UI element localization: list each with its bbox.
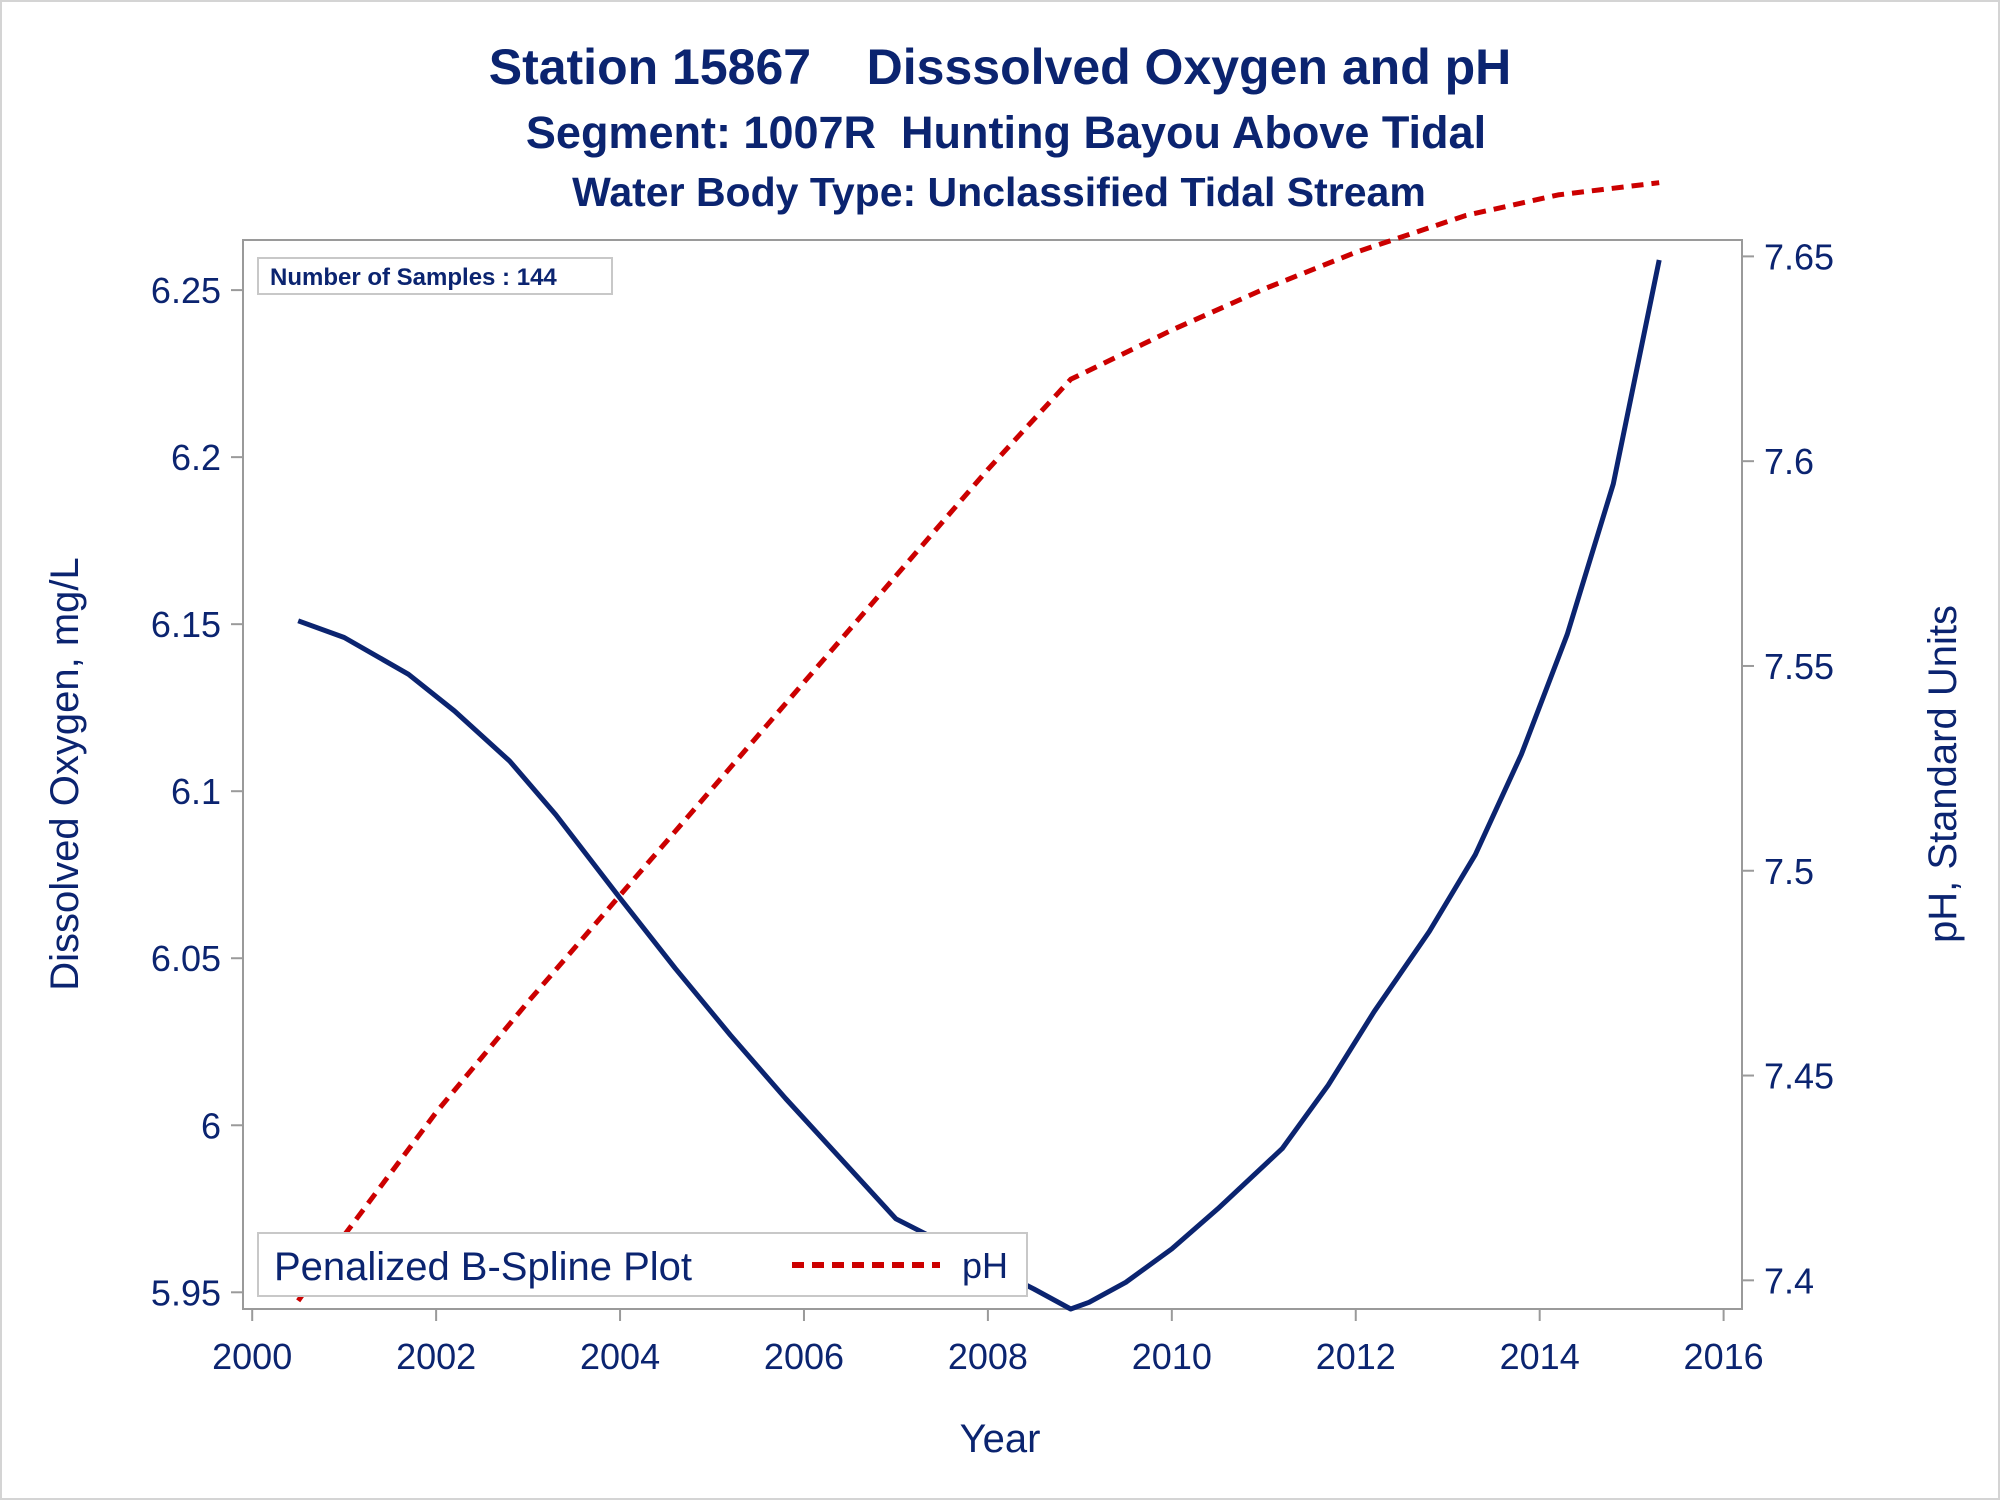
legend-title: Penalized B-Spline Plot (274, 1245, 692, 1289)
x-tick-label: 2012 (1316, 1336, 1396, 1377)
y-tick-label: 6.05 (151, 938, 221, 979)
x-tick-label: 2010 (1132, 1336, 1212, 1377)
dissolved-oxygen-series-line (297, 259, 1662, 1312)
ph-series-line (296, 180, 1660, 1303)
plot-area (242, 239, 1743, 1310)
legend-ph-label: pH (962, 1245, 1008, 1286)
y-axis-right: 7.4 7.45 7.5 7.55 7.6 7.65 (1742, 236, 1834, 1301)
x-tick-label: 2006 (764, 1336, 844, 1377)
sample-count-box (257, 257, 613, 295)
y2-tick-label: 7.55 (1764, 646, 1834, 687)
y-tick-label: 6.1 (171, 771, 221, 812)
y2-tick-label: 7.65 (1764, 236, 1834, 277)
y2-tick-label: 7.5 (1764, 851, 1814, 892)
x-tick-label: 2008 (948, 1336, 1028, 1377)
sample-count-text: Number of Samples : 144 (270, 264, 557, 291)
y-tick-label: 6 (201, 1105, 221, 1146)
y-tick-label: 6.15 (151, 604, 221, 645)
x-tick-label: 2014 (1500, 1336, 1580, 1377)
x-tick-label: 2004 (580, 1336, 660, 1377)
y-tick-label: 5.95 (151, 1272, 221, 1313)
y2-tick-label: 7.4 (1764, 1260, 1814, 1301)
y-axis-left: 5.95 6 6.05 6.1 6.15 6.2 6.25 (151, 270, 243, 1313)
x-tick-label: 2016 (1684, 1336, 1764, 1377)
x-tick-label: 2002 (396, 1336, 476, 1377)
x-axis: 2000 2002 2004 2006 2008 2010 2012 2014 2016 (212, 1309, 1764, 1377)
y2-tick-label: 7.6 (1764, 441, 1814, 482)
chart-title: Station 15867 Disssolved Oxygen and pH (489, 39, 1512, 95)
y-tick-label: 6.25 (151, 270, 221, 311)
chart-subtitle-2: Water Body Type: Unclassified Tidal Stre… (572, 169, 1426, 215)
x-axis-label: Year (960, 1417, 1041, 1461)
series-layer (296, 180, 1662, 1312)
y2-axis-label: pH, Standard Units (1921, 605, 1965, 943)
y-axis-label: Dissolved Oxygen, mg/L (43, 557, 87, 991)
chart-subtitle: Segment: 1007R Hunting Bayou Above Tidal (526, 107, 1486, 158)
y2-tick-label: 7.45 (1764, 1056, 1834, 1097)
y-tick-label: 6.2 (171, 437, 221, 478)
x-tick-label: 2000 (212, 1336, 292, 1377)
